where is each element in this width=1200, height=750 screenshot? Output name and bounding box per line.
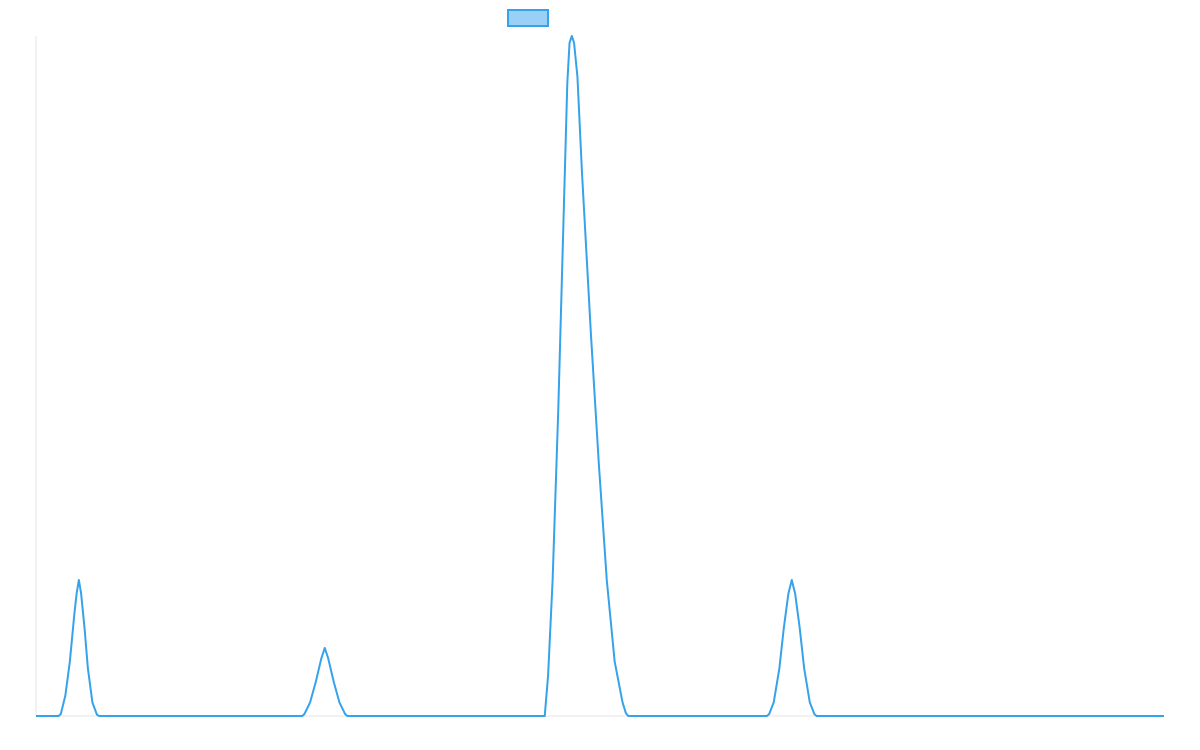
series-line-0 <box>36 35 1164 717</box>
legend <box>507 9 549 27</box>
series-layer <box>36 35 1164 717</box>
legend-swatch[interactable] <box>507 9 549 27</box>
